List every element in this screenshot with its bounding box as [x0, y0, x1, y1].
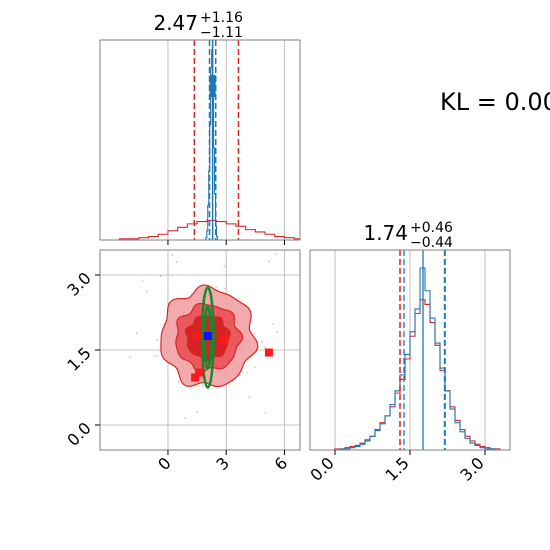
joint-scatter-point — [129, 356, 132, 359]
joint-scatter-point — [253, 332, 256, 335]
joint-scatter-point — [264, 411, 267, 414]
joint-ytick-label: 3.0 — [63, 268, 94, 299]
joint-scatter-point — [237, 297, 240, 300]
joint-scatter-point — [135, 332, 138, 335]
joint-scatter-point — [272, 323, 275, 326]
joint-blue-marker — [203, 332, 212, 340]
joint-scatter-point — [246, 371, 249, 374]
panel-param1-frame — [99, 39, 301, 241]
joint-red-marker — [264, 348, 273, 357]
joint-scatter-point — [145, 290, 148, 293]
joint-scatter-point — [175, 261, 178, 263]
joint-scatter-point — [177, 381, 180, 384]
joint-scatter-point — [274, 253, 277, 256]
joint-scatter-point — [238, 374, 241, 377]
param2-red-histogram — [334, 299, 505, 451]
joint-scatter-point — [201, 384, 204, 387]
panel-joint: 0 3 6 0.0 1.5 3.0 — [63, 249, 301, 474]
joint-scatter-point — [184, 416, 187, 419]
joint-red-marker — [195, 368, 204, 377]
param2-xtick-label: 3.0 — [456, 453, 487, 484]
param1-red-histogram — [100, 219, 301, 241]
param1-title: 2.47 — [153, 11, 198, 35]
param2-title: 1.74 — [363, 221, 408, 245]
joint-scatter-point — [141, 280, 144, 282]
joint-red-marker — [220, 336, 229, 344]
joint-red-marker — [191, 373, 200, 382]
param2-blue-histogram — [335, 267, 505, 451]
param1-title-main: 2.47 — [153, 11, 198, 35]
joint-scatter-point — [268, 260, 270, 263]
joint-scatter-point — [159, 275, 162, 278]
param1-title-upper: +1.16 — [200, 10, 243, 26]
param2-title-upper: +0.46 — [410, 220, 453, 236]
joint-scatter-point — [223, 265, 226, 268]
joint-scatter-point — [275, 331, 278, 334]
joint-xtick-label: 3 — [212, 453, 233, 474]
joint-scatter-point — [153, 354, 156, 357]
param2-title-main: 1.74 — [363, 221, 408, 245]
joint-scatter-point — [263, 346, 266, 349]
param2-xtick-label: 0.0 — [306, 453, 337, 484]
joint-green-contour — [200, 286, 215, 389]
param1-blue-histogram — [205, 49, 219, 241]
joint-scatter-point — [156, 339, 158, 342]
joint-scatter-point — [171, 254, 174, 257]
joint-xtick-label: 6 — [271, 453, 292, 474]
param2-title-lower: −0.44 — [410, 235, 453, 251]
kl-annotation: KL = 0.00 — [440, 88, 550, 116]
joint-scatter-point — [248, 396, 251, 399]
joint-scatter-point — [254, 366, 257, 369]
joint-scatter-point — [260, 341, 263, 344]
joint-scatter-point — [215, 286, 217, 288]
joint-ytick-label: 0.0 — [63, 418, 94, 449]
panel-param1-histogram: 2.47 +1.16 −1.11 — [99, 10, 301, 245]
param1-title-lower: −1.11 — [200, 25, 243, 41]
param2-xtick-label: 1.5 — [381, 453, 412, 484]
joint-xtick-label: 0 — [154, 453, 175, 474]
joint-scatter-point — [170, 274, 172, 277]
joint-scatter-point — [196, 410, 199, 413]
joint-scatter-point — [156, 355, 158, 358]
joint-red-marker — [193, 331, 202, 339]
panel-param2-histogram: 0.0 1.5 3.0 1.74 +0.46 −0.44 — [306, 220, 511, 485]
param1-blue-peak-marker — [209, 75, 216, 97]
joint-ytick-label: 1.5 — [63, 343, 94, 374]
joint-scatter-point — [223, 287, 226, 290]
